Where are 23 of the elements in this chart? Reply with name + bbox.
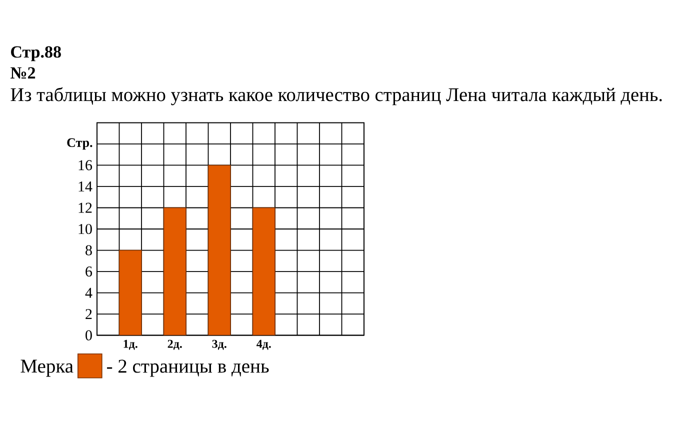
legend-label: - 2 страницы в день [107, 360, 269, 377]
y-tick-label: 16 [78, 160, 92, 170]
y-tick-label: 10 [78, 224, 92, 234]
y-tick-label: 2 [86, 309, 92, 320]
bar [118, 250, 142, 336]
bar [252, 207, 276, 336]
y-tick-label: 0 [86, 330, 92, 340]
text: Из таблицы можно узнать какое количество страниц Лена читала каждый день. [10, 87, 662, 106]
x-tick-label: 4д. [256, 340, 271, 350]
y-tick-label: 12 [78, 202, 92, 213]
y-tick-label: 6 [86, 266, 92, 277]
bar [208, 164, 231, 336]
legend-title: Мерка [20, 360, 74, 377]
x-tick-label: 1д. [124, 340, 138, 350]
bar [163, 207, 186, 336]
y-axis-title: Стр. [67, 138, 92, 150]
chart-title: Стр.88 [11, 46, 61, 62]
x-tick-label: 2д. [168, 340, 182, 350]
y-tick-label: 4 [85, 288, 92, 298]
y-tick-label: 14 [78, 182, 92, 192]
y-tick-label: 8 [86, 245, 92, 256]
chart-subtitle: №2 [10, 67, 36, 78]
x-tick-label: 3д. [212, 340, 226, 350]
